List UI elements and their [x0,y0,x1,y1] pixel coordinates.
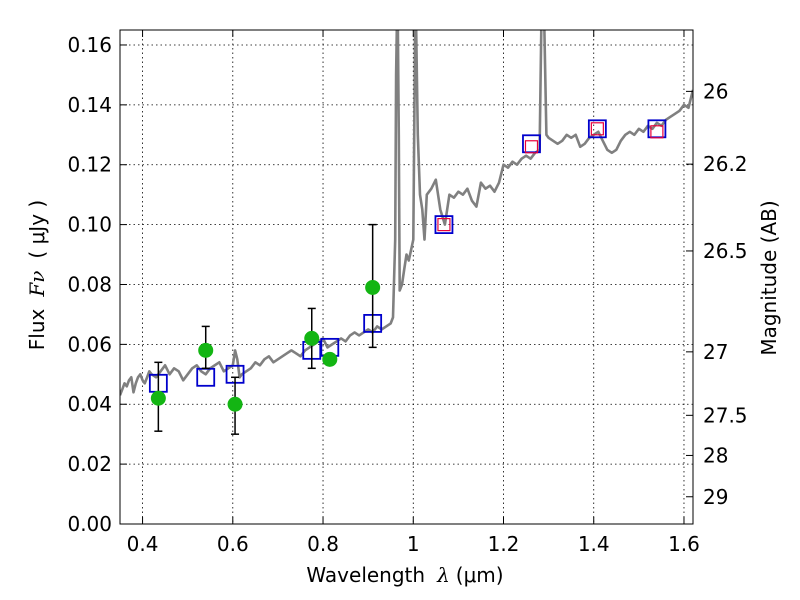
x-tick-label: 1.2 [488,532,520,556]
model-photometry-square [587,119,607,139]
observed-photometry-point [227,396,243,412]
y2-axis-title: Magnitude (AB) [757,200,781,355]
observed-photometry-square [437,218,451,232]
y2-tick-label: 29 [703,485,728,509]
y-tick-label: 0.04 [67,392,112,416]
x-tick-label: 0.6 [217,532,249,556]
observed-photometry-point [304,330,320,346]
axes: 0.4 0.6 0.8 1 1.2 1.4 1.6 0.00 0.02 0.04 0.06 0.08 0… [67,30,748,556]
grid [120,30,693,525]
observed-photometry-point [322,351,338,367]
observed-photometry-square [650,125,664,139]
y2-tick-label: 26 [703,79,728,103]
x-tick-label: 1 [407,532,420,556]
y2-tick-label: 27 [703,340,728,364]
points-layer [148,119,667,435]
y-tick-label: 0.14 [67,93,112,117]
y-tick-label: 0.00 [67,512,112,536]
y-tick-label: 0.10 [67,213,112,237]
observed-photometry-point [365,279,381,295]
observed-photometry-point [150,390,166,406]
y-tick-label: 0.08 [67,272,112,296]
y2-tick-label: 26.2 [703,152,748,176]
observed-photometry-square [590,122,604,136]
y2-tick-label: 26.5 [703,239,748,263]
y-tick-label: 0.16 [67,33,112,57]
y-tick-label: 0.02 [67,452,112,476]
x-axis-title: Wavelength λ (μm) [306,563,503,587]
x-tick-label: 0.8 [307,532,339,556]
observed-photometry-square [524,140,539,154]
plot-frame [119,29,694,525]
y2-tick-label: 27.5 [703,403,748,427]
y-tick-label: 0.06 [67,332,112,356]
observed-photometry-point [198,342,214,358]
y2-tick-label: 28 [703,443,728,467]
x-tick-label: 1.6 [668,532,700,556]
x-tick-label: 0.4 [127,532,159,556]
x-tick-label: 1.4 [578,532,610,556]
y-axis-title: FluxFν( μJy ) [25,200,49,350]
y-tick-label: 0.12 [67,153,112,177]
model-photometry-square [434,215,454,235]
